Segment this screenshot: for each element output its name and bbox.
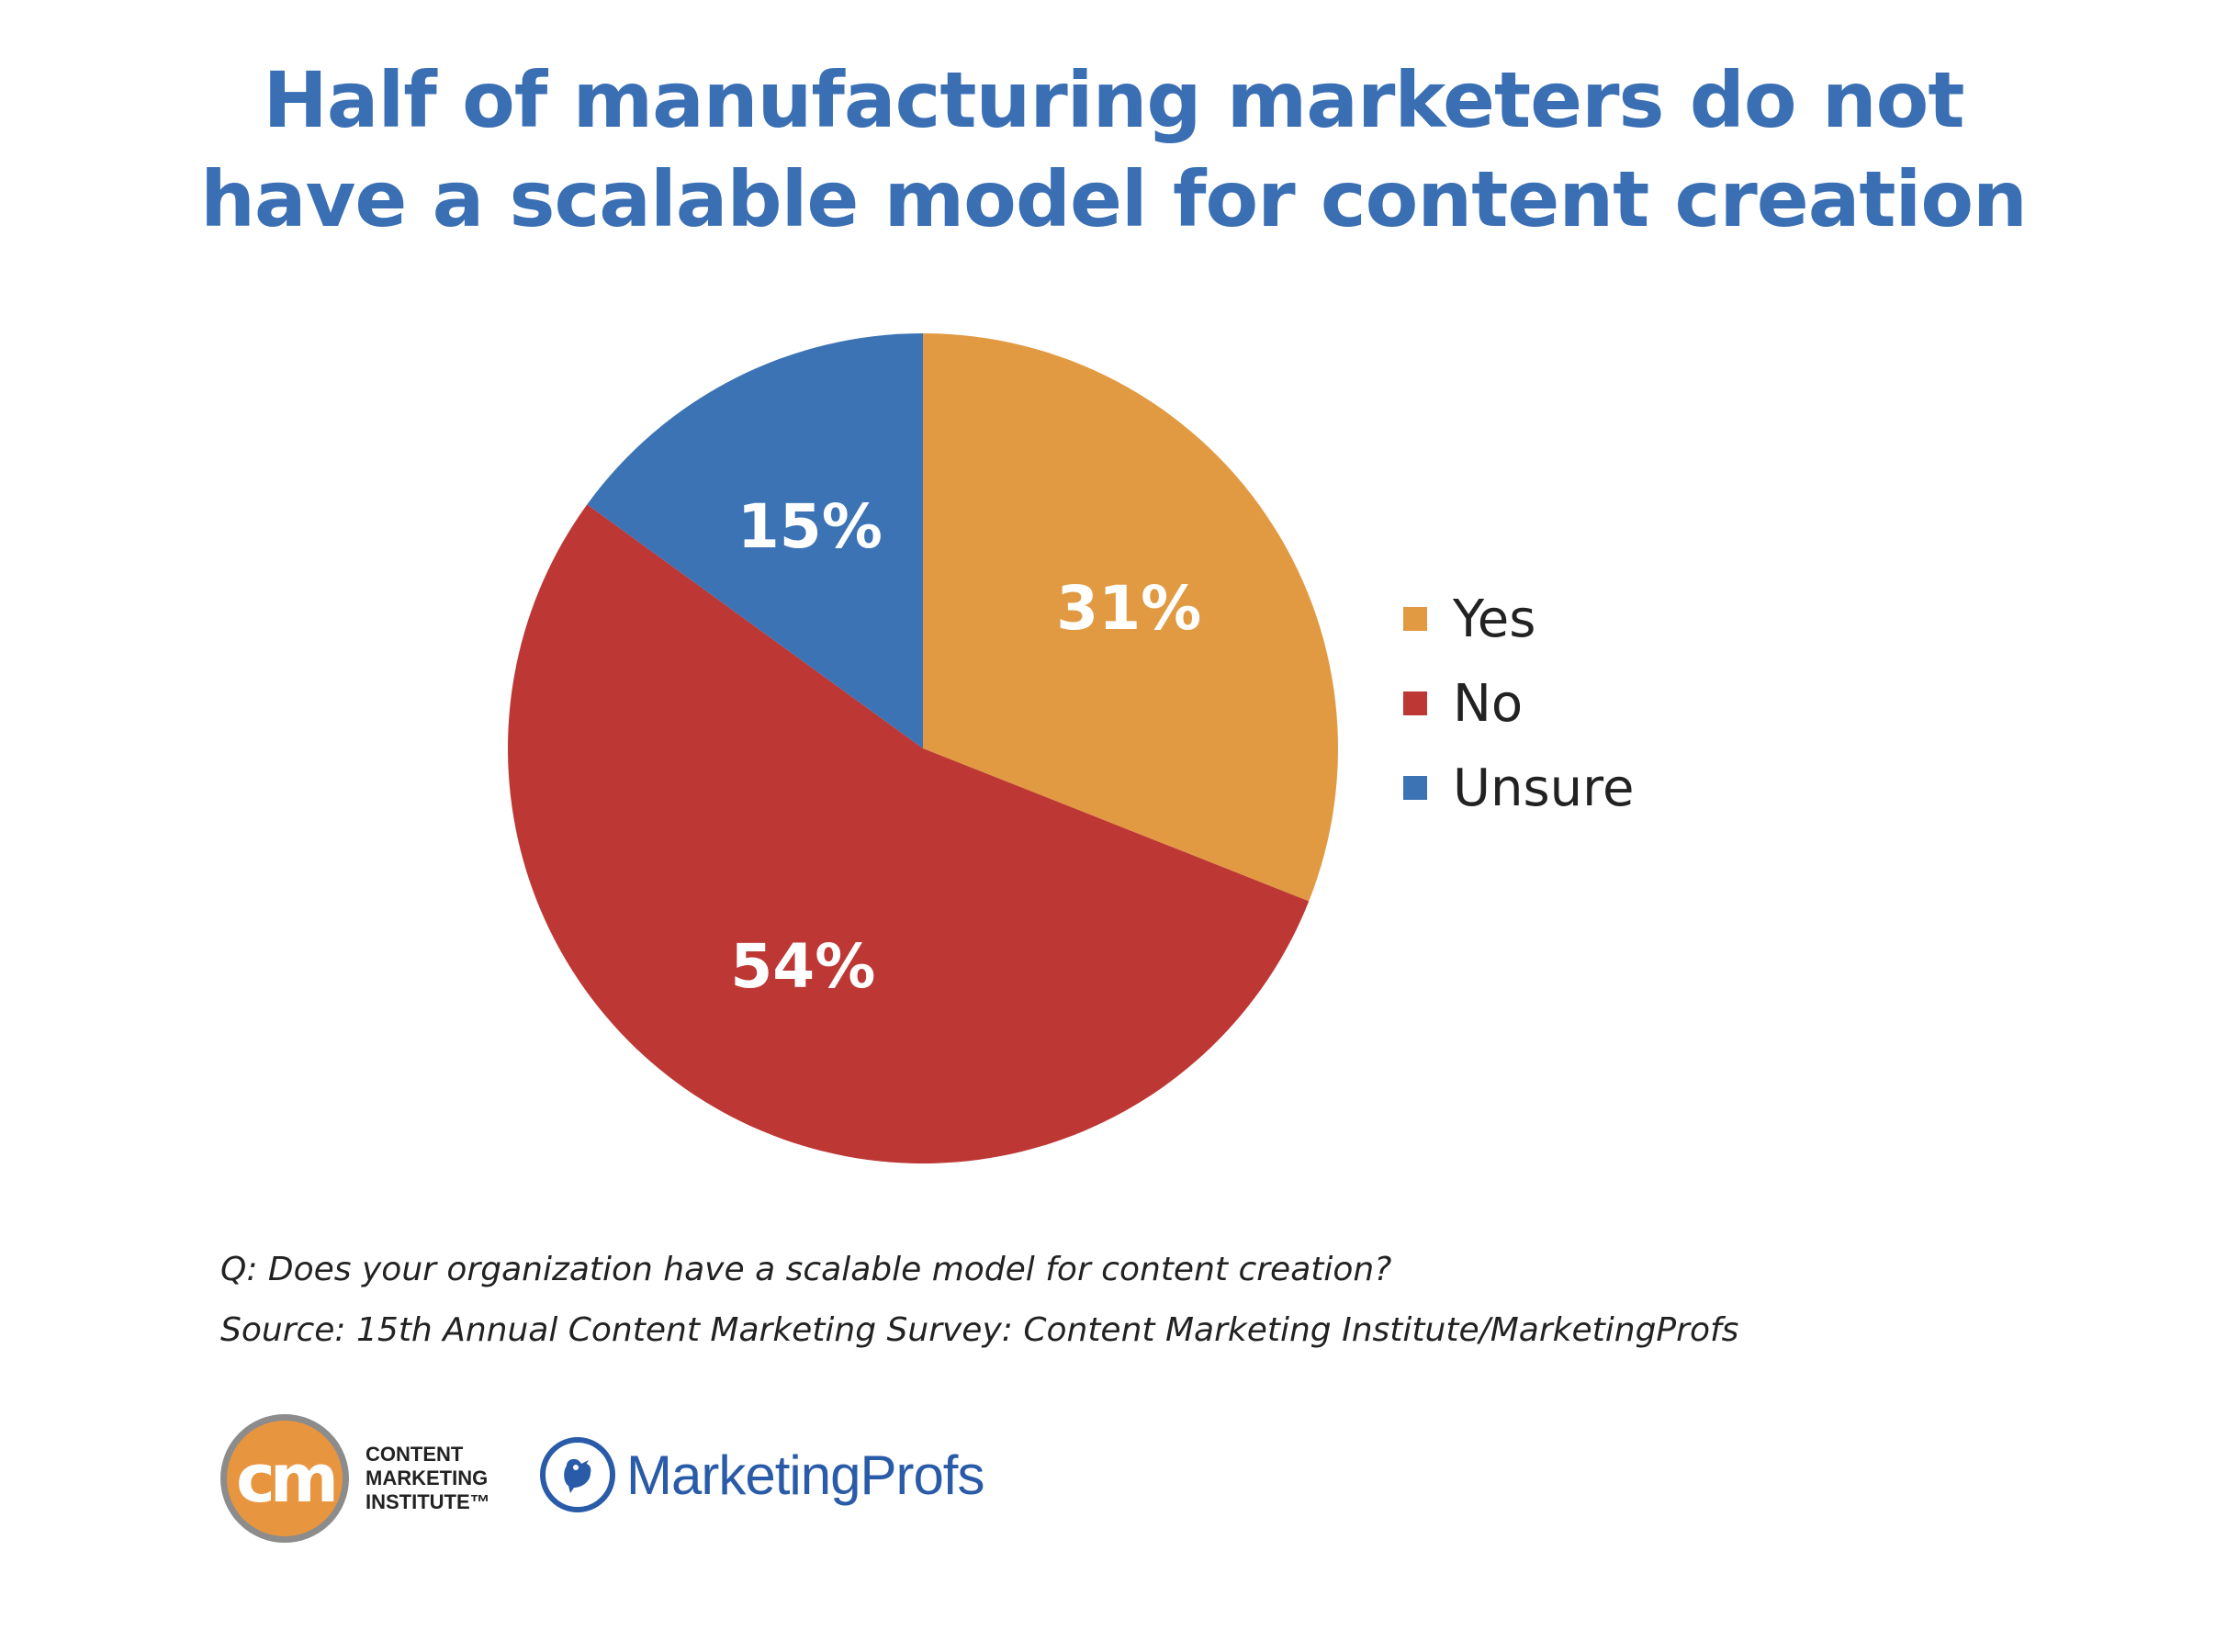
cmi-logo-line-1: CONTENT [366, 1443, 464, 1466]
legend-item-yes: Yes [1403, 577, 1634, 661]
legend: Yes No Unsure [1403, 577, 1634, 830]
legend-label-no: No [1453, 673, 1524, 734]
legend-swatch-yes [1403, 607, 1427, 631]
survey-question: Q: Does your organization have a scalabl… [220, 1251, 1392, 1288]
cmi-logo-mark: cm [220, 1414, 349, 1543]
pie-slice-yes [923, 333, 1338, 902]
cmi-logo-line-3: INSTITUTE™ [366, 1490, 490, 1513]
legend-item-no: No [1403, 661, 1634, 746]
bird-icon [540, 1437, 615, 1512]
chart-title-line-1: Half of manufacturing marketers do not [263, 55, 1965, 145]
legend-swatch-no [1403, 691, 1427, 715]
pie-label-unsure: 15% [737, 491, 883, 562]
marketingprofs-name: MarketingProfs [626, 1444, 984, 1506]
legend-swatch-unsure [1403, 776, 1427, 800]
legend-label-unsure: Unsure [1453, 758, 1635, 818]
pie-label-yes: 31% [1056, 573, 1201, 644]
chart-title-line-2: have a scalable model for content creati… [200, 154, 2028, 244]
pie-slice-no [507, 504, 1310, 1164]
cmi-logo-line-2: MARKETING [366, 1467, 489, 1489]
chart-title: Half of manufacturing marketers do not h… [0, 51, 2227, 249]
cmi-logo-text: CONTENT MARKETING INSTITUTE™ [366, 1443, 490, 1514]
source-note: Source: 15th Annual Content Marketing Su… [220, 1311, 1739, 1349]
cmi-logo: cm CONTENT MARKETING INSTITUTE™ [220, 1414, 490, 1543]
legend-label-yes: Yes [1453, 589, 1536, 649]
pie-label-no: 54% [730, 931, 875, 1002]
legend-item-unsure: Unsure [1403, 746, 1634, 830]
pie-slice-unsure [587, 333, 923, 748]
marketingprofs-logo: MarketingProfs [540, 1437, 984, 1512]
